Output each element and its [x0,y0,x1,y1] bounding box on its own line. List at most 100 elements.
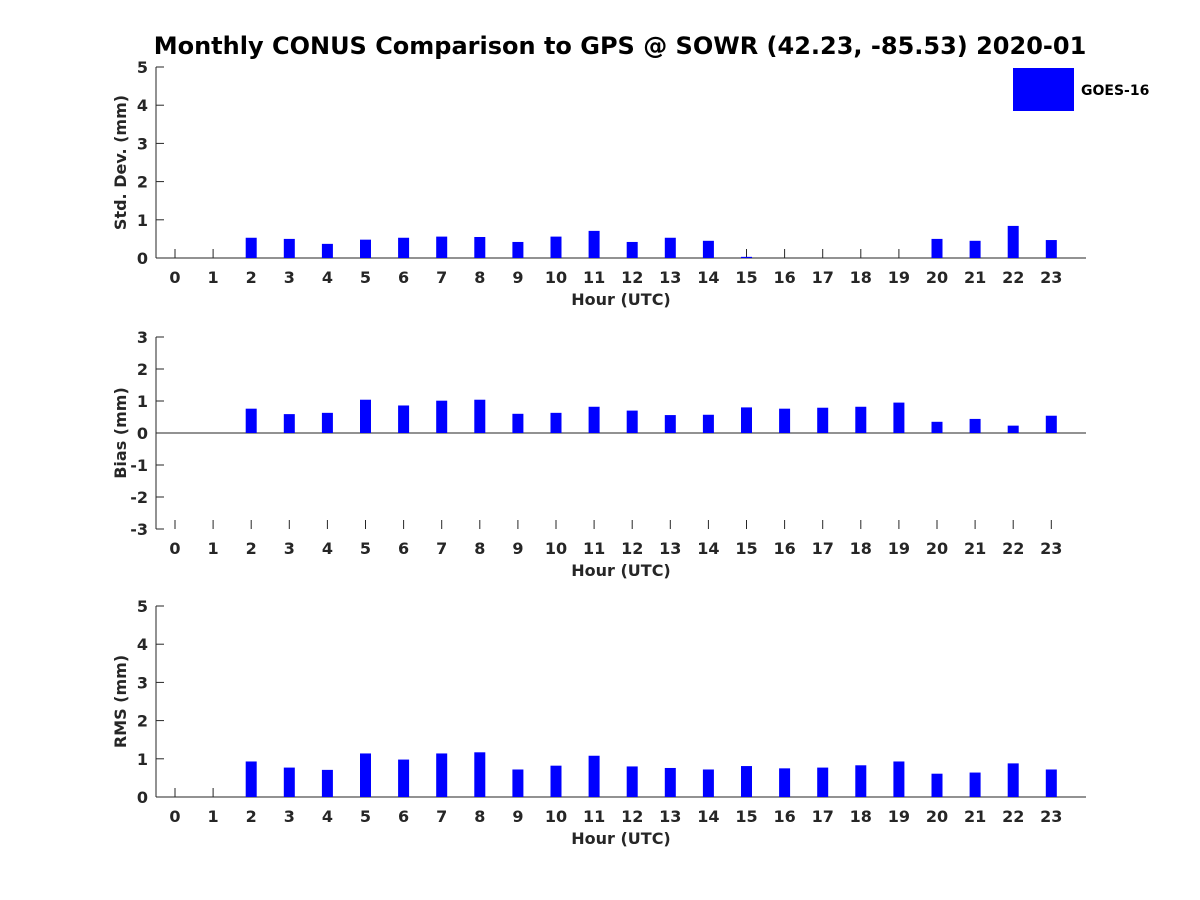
bar-hour-13 [665,768,676,797]
x-tick-label: 3 [284,539,295,558]
bar-hour-11 [589,407,600,433]
bar-hour-16 [779,409,790,433]
x-tick-label: 1 [208,539,219,558]
bar-hour-8 [474,752,485,797]
legend: GOES-16 [1013,68,1149,111]
x-tick-label: 16 [773,268,795,287]
bar-hour-9 [512,242,523,258]
y-tick-label: 3 [137,328,148,347]
x-tick-label: 6 [398,539,409,558]
x-axis-label: Hour (UTC) [571,829,671,848]
bar-hour-22 [1008,426,1019,433]
x-tick-label: 23 [1040,268,1062,287]
bar-hour-22 [1008,226,1019,258]
bar-hour-14 [703,241,714,258]
x-tick-label: 21 [964,539,986,558]
x-tick-label: 6 [398,807,409,826]
y-tick-label: 1 [137,392,148,411]
bar-hour-21 [970,419,981,433]
chart-figure: Monthly CONUS Comparison to GPS @ SOWR (… [0,0,1200,900]
bar-hour-13 [665,415,676,433]
x-tick-label: 2 [246,539,257,558]
x-tick-label: 0 [169,539,180,558]
bar-hour-10 [551,413,562,433]
x-tick-label: 21 [964,807,986,826]
x-tick-label: 19 [888,268,910,287]
y-tick-label: 2 [137,360,148,379]
x-tick-label: 21 [964,268,986,287]
x-tick-label: 15 [735,807,757,826]
bar-hour-20 [932,422,943,433]
x-tick-label: 17 [812,539,834,558]
bar-hour-10 [551,237,562,258]
x-tick-label: 12 [621,539,643,558]
y-tick-label: 3 [137,673,148,692]
x-tick-label: 16 [773,807,795,826]
x-tick-label: 18 [850,539,872,558]
bar-hour-2 [246,761,257,797]
x-tick-label: 7 [436,807,447,826]
x-tick-label: 19 [888,807,910,826]
bar-hour-18 [855,407,866,433]
legend-swatch [1013,68,1074,111]
bar-hour-5 [360,400,371,433]
bar-hour-19 [893,403,904,433]
bar-hour-6 [398,760,409,797]
y-tick-label: 1 [137,211,148,230]
bar-hour-6 [398,238,409,258]
bar-hour-5 [360,240,371,258]
bar-hour-15 [741,766,752,797]
x-tick-label: 5 [360,807,371,826]
x-tick-label: 9 [512,807,523,826]
bar-hour-3 [284,414,295,433]
y-tick-label: 2 [137,712,148,731]
x-tick-label: 3 [284,807,295,826]
x-tick-label: 5 [360,268,371,287]
bar-hour-12 [627,766,638,797]
legend-label: GOES-16 [1081,83,1149,99]
y-tick-label: 0 [137,788,148,807]
bar-hour-23 [1046,769,1057,797]
y-tick-label: 2 [137,173,148,192]
bar-hour-4 [322,244,333,258]
x-tick-label: 12 [621,807,643,826]
x-tick-label: 0 [169,807,180,826]
bar-hour-19 [893,761,904,797]
bar-hour-15 [741,257,752,258]
x-tick-label: 4 [322,807,333,826]
bar-hour-2 [246,238,257,258]
x-axis-label: Hour (UTC) [571,561,671,580]
x-tick-label: 22 [1002,268,1024,287]
x-tick-label: 20 [926,268,948,287]
x-tick-label: 13 [659,539,681,558]
x-tick-label: 8 [474,539,485,558]
bar-hour-20 [932,239,943,258]
bar-hour-6 [398,405,409,433]
bar-hour-5 [360,753,371,797]
bar-hour-17 [817,408,828,433]
y-tick-label: 1 [137,750,148,769]
x-tick-label: 14 [697,268,719,287]
bar-hour-8 [474,237,485,258]
bar-hour-23 [1046,240,1057,258]
bar-hour-17 [817,768,828,797]
x-tick-label: 3 [284,268,295,287]
y-tick-label: 5 [137,58,148,77]
x-tick-label: 10 [545,268,567,287]
x-tick-label: 1 [208,268,219,287]
bar-hour-15 [741,407,752,433]
bar-hour-12 [627,242,638,258]
x-tick-label: 11 [583,268,605,287]
x-tick-label: 22 [1002,539,1024,558]
bar-hour-4 [322,770,333,797]
x-tick-label: 12 [621,268,643,287]
bar-hour-14 [703,415,714,433]
bar-hour-14 [703,769,714,797]
x-tick-label: 14 [697,807,719,826]
bar-hour-21 [970,773,981,797]
x-tick-label: 23 [1040,807,1062,826]
x-tick-label: 13 [659,807,681,826]
